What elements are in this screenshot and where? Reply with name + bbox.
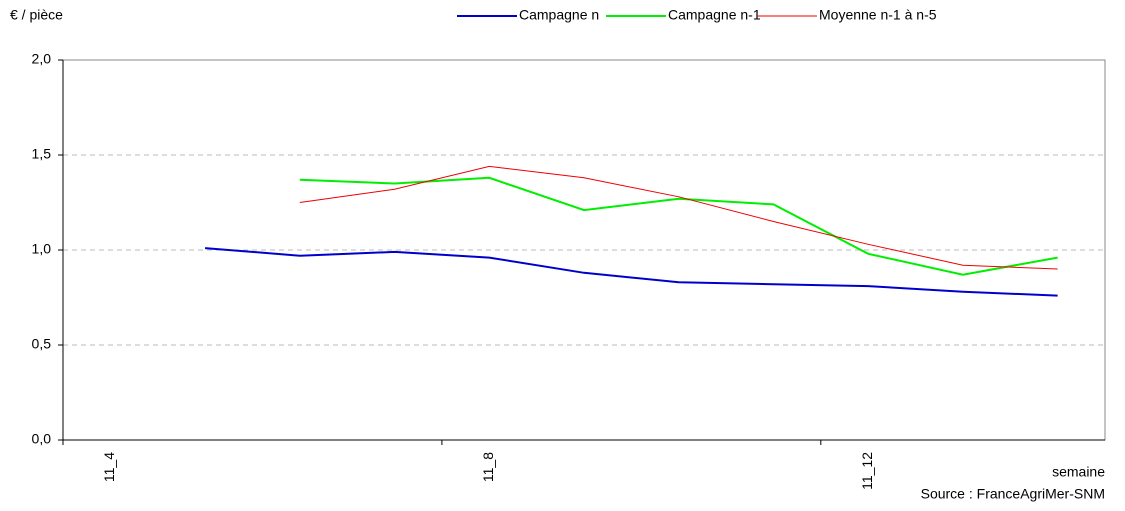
source: Source : FranceAgriMer-SNM: [921, 486, 1105, 502]
y-tick-label: 0,0: [32, 431, 52, 447]
x-axis-label: semaine: [1052, 464, 1105, 480]
x-tick-label: 11_8: [480, 452, 496, 482]
line: [299, 176, 1058, 276]
x-tick-label: 11_12: [859, 452, 875, 490]
y-tick-label: 2,0: [32, 51, 52, 67]
y-axis-label: € / pièce: [10, 7, 63, 23]
y-tick-label: 0,5: [32, 336, 52, 352]
y-tick-label: 1,5: [32, 146, 52, 162]
x-tick-label: 11_4: [101, 452, 117, 482]
legend-label: Campagne n-1: [668, 7, 761, 23]
line: [205, 247, 1058, 297]
line: [299, 165, 1058, 270]
legend-label: Campagne n: [519, 7, 599, 23]
legend-label: Moyenne n-1 à n-5: [819, 7, 937, 23]
y-tick-label: 1,0: [32, 241, 52, 257]
